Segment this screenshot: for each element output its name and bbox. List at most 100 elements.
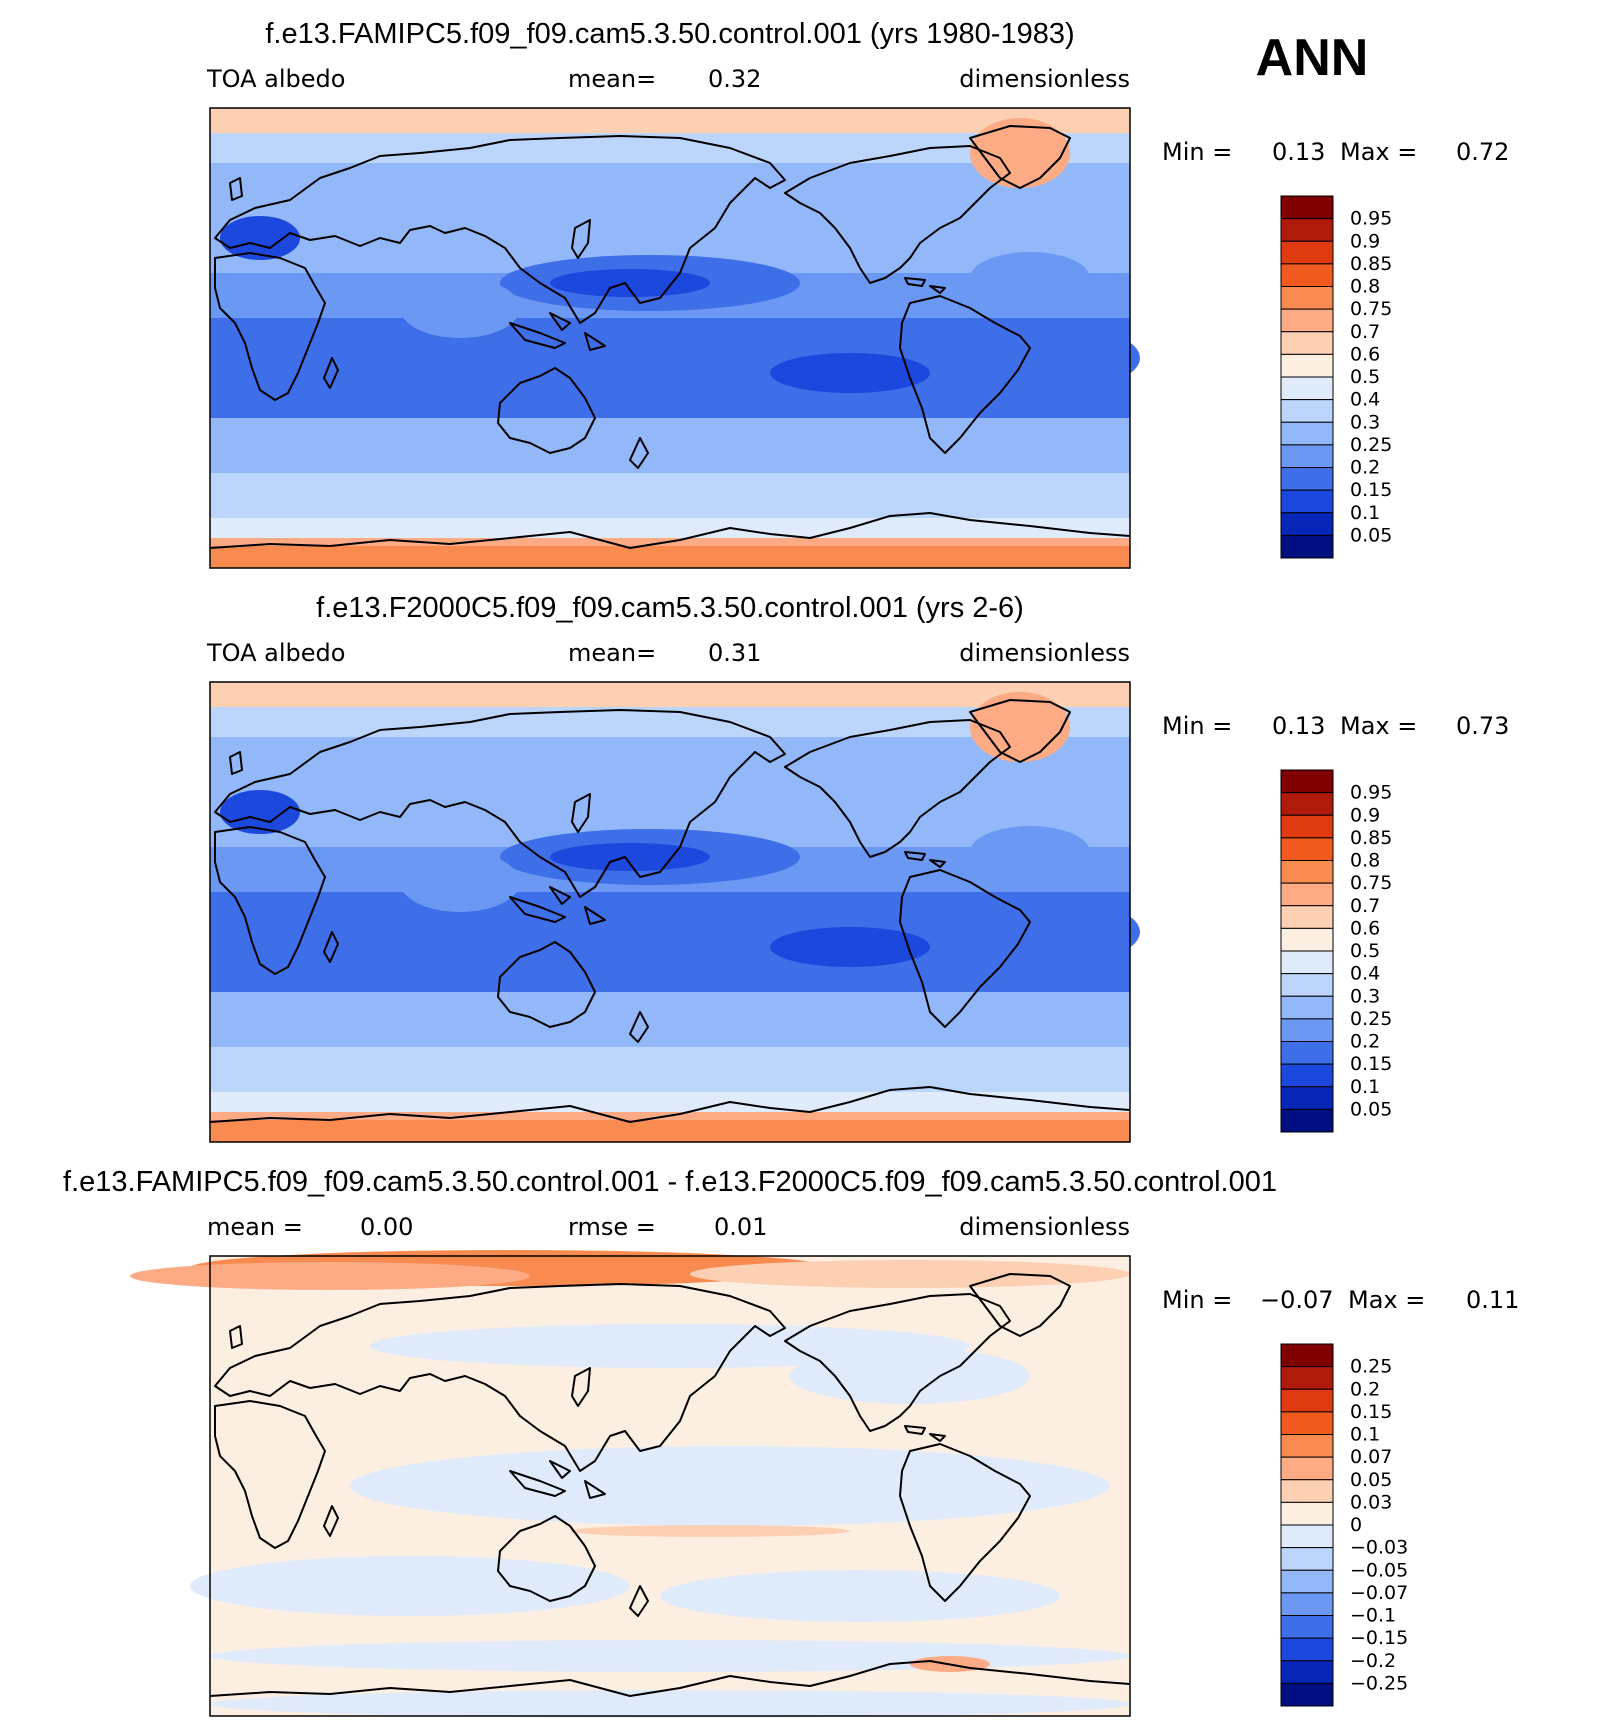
mean-value: 0.00 <box>360 1213 413 1241</box>
map-band <box>210 1120 1130 1142</box>
panel-2: f.e13.F2000C5.f09_f09.cam5.3.50.control.… <box>206 592 1509 1143</box>
map-field <box>690 1260 1130 1288</box>
colorbar-label: −0.03 <box>1350 1537 1408 1559</box>
colorbar-box <box>1280 1041 1334 1065</box>
min-value: 0.13 <box>1272 712 1325 740</box>
map-field <box>790 1348 1030 1404</box>
colorbar-label: 0.8 <box>1350 276 1380 298</box>
colorbar-label: −0.15 <box>1350 1627 1408 1649</box>
colorbar-box <box>1280 489 1334 514</box>
colorbar: 0.950.90.850.80.750.70.60.50.40.30.250.2… <box>1280 195 1392 559</box>
colorbar-box <box>1280 1086 1334 1110</box>
colorbar-label: 0.95 <box>1350 208 1392 230</box>
colorbar-box <box>1280 905 1334 929</box>
colorbar-box <box>1280 1501 1334 1526</box>
map-band <box>210 546 1130 568</box>
map-frame <box>209 107 1131 569</box>
colorbar-label: 0.3 <box>1350 985 1380 1007</box>
mean-label: mean= <box>568 65 656 93</box>
colorbar-label: −0.2 <box>1350 1650 1396 1672</box>
colorbar-box <box>1280 308 1334 333</box>
map-field <box>400 852 520 912</box>
map-field <box>350 1446 1110 1526</box>
colorbar-label: −0.1 <box>1350 1605 1396 1627</box>
map-field <box>130 1262 530 1290</box>
colorbar-box <box>1280 1411 1334 1435</box>
colorbar-box <box>1280 399 1334 423</box>
map-field <box>1000 328 1140 388</box>
map-band <box>210 473 1130 518</box>
panel-title: f.e13.FAMIPC5.f09_f09.cam5.3.50.control.… <box>265 18 1074 50</box>
mean-label: mean = <box>207 1213 303 1241</box>
panel-3: f.e13.FAMIPC5.f09_f09.cam5.3.50.control.… <box>63 1166 1519 1718</box>
colorbar-box <box>1280 927 1334 952</box>
colorbar-box <box>1280 1018 1334 1042</box>
colorbar-box <box>1280 1524 1334 1549</box>
map-band <box>210 518 1130 538</box>
map-field <box>1000 902 1140 962</box>
colorbar-box <box>1280 1063 1334 1088</box>
colorbar-label: 0.15 <box>1350 1053 1392 1075</box>
colorbar-label: 0.7 <box>1350 895 1380 917</box>
map <box>209 107 1140 569</box>
colorbar: 0.250.20.150.10.070.050.030−0.03−0.05−0.… <box>1280 1343 1408 1707</box>
min-label: Min = <box>1162 1286 1232 1314</box>
units-label: dimensionless <box>959 1213 1130 1241</box>
panel-title: f.e13.FAMIPC5.f09_f09.cam5.3.50.control.… <box>63 1166 1277 1198</box>
colorbar-label: 0.1 <box>1350 1076 1380 1098</box>
colorbar-label: 0.25 <box>1350 434 1392 456</box>
colorbar-label: 0.85 <box>1350 827 1392 849</box>
colorbar-label: 0.15 <box>1350 479 1392 501</box>
map-field <box>550 269 710 297</box>
colorbar-label: −0.05 <box>1350 1559 1408 1581</box>
max-label: Max = <box>1340 138 1417 166</box>
colorbar-label: 0.1 <box>1350 502 1380 524</box>
colorbar-label: 0.2 <box>1350 457 1380 479</box>
map-field <box>220 216 300 260</box>
map-field <box>210 1690 1130 1718</box>
colorbar-label: 0.7 <box>1350 321 1380 343</box>
colorbar-box <box>1280 814 1334 839</box>
map-band <box>210 1092 1130 1112</box>
colorbar: 0.950.90.850.80.750.70.60.50.40.30.250.2… <box>1280 769 1392 1133</box>
colorbar-label: 0.15 <box>1350 1401 1392 1423</box>
colorbar-label: 0.4 <box>1350 963 1380 985</box>
colorbar-box <box>1280 1343 1334 1368</box>
map-field <box>400 278 520 338</box>
colorbar-label: 0.95 <box>1350 782 1392 804</box>
colorbar-box <box>1280 1388 1334 1413</box>
map-field <box>320 943 500 991</box>
colorbar-box <box>1280 973 1334 997</box>
colorbar-label: −0.07 <box>1350 1582 1408 1604</box>
rmse-label: rmse = <box>568 1213 656 1241</box>
colorbar-label: 0.25 <box>1350 1008 1392 1030</box>
mean-label: mean= <box>568 639 656 667</box>
map-band <box>210 992 1130 1047</box>
units-label: dimensionless <box>959 639 1130 667</box>
colorbar-box <box>1280 882 1334 907</box>
colorbar-box <box>1280 240 1334 265</box>
colorbar-box <box>1280 353 1334 378</box>
min-label: Min = <box>1162 712 1232 740</box>
colorbar-label: 0 <box>1350 1514 1362 1536</box>
max-value: 0.73 <box>1456 712 1509 740</box>
colorbar-box <box>1280 331 1334 355</box>
colorbar-box <box>1280 1615 1334 1639</box>
map-band <box>210 1047 1130 1092</box>
min-value: 0.13 <box>1272 138 1325 166</box>
colorbar-box <box>1280 1682 1334 1707</box>
colorbar-box <box>1280 1569 1334 1594</box>
panel-title: f.e13.F2000C5.f09_f09.cam5.3.50.control.… <box>316 592 1024 624</box>
colorbar-label: 0.9 <box>1350 804 1380 826</box>
mean-value: 0.32 <box>708 65 761 93</box>
map-field <box>550 843 710 871</box>
map-field <box>220 790 300 834</box>
colorbar-box <box>1280 792 1334 816</box>
map-frame <box>209 681 1131 1143</box>
colorbar-box <box>1280 1366 1334 1390</box>
colorbar-label: 0.6 <box>1350 917 1380 939</box>
map-field <box>210 1640 1130 1672</box>
map <box>130 1250 1131 1718</box>
colorbar-box <box>1280 1456 1334 1481</box>
